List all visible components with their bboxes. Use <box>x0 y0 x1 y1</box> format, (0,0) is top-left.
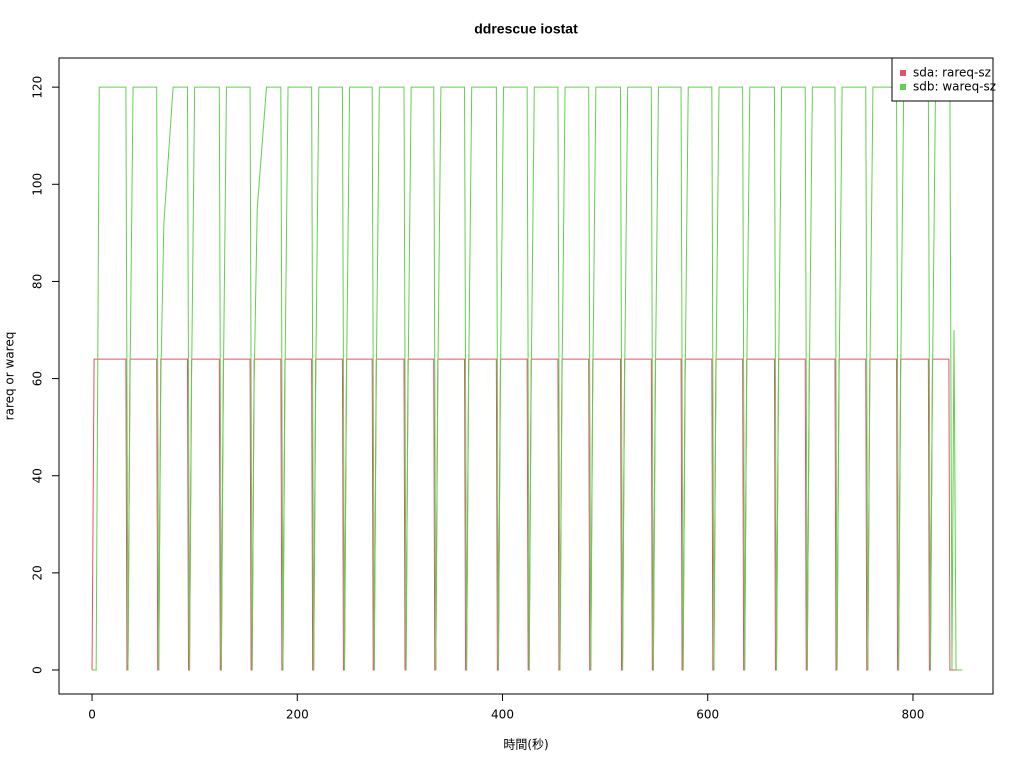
series-line <box>92 86 963 671</box>
y-tick-label: 0 <box>31 666 45 674</box>
x-tick-label: 0 <box>88 708 96 722</box>
chart-title: ddrescue iostat <box>474 21 578 37</box>
legend-box <box>891 57 994 102</box>
y-tick-label: 60 <box>31 371 45 386</box>
legend-label: sda: rareq-sz <box>913 66 991 80</box>
x-tick-label: 800 <box>902 708 925 722</box>
y-tick-label: 80 <box>31 274 45 289</box>
x-tick-label: 200 <box>286 708 309 722</box>
legend-label: sdb: wareq-sz <box>913 80 996 94</box>
x-tick-label: 400 <box>491 708 514 722</box>
legend-swatch <box>900 84 906 90</box>
y-tick-label: 20 <box>31 565 45 580</box>
y-tick-label: 120 <box>31 76 45 99</box>
y-axis-label: rareq or wareq <box>3 332 17 421</box>
x-tick-label: 600 <box>696 708 719 722</box>
y-tick-label: 100 <box>31 173 45 196</box>
y-tick-label: 40 <box>31 468 45 483</box>
x-axis-label: 時間(秒) <box>503 738 548 752</box>
legend-swatch <box>900 70 906 76</box>
